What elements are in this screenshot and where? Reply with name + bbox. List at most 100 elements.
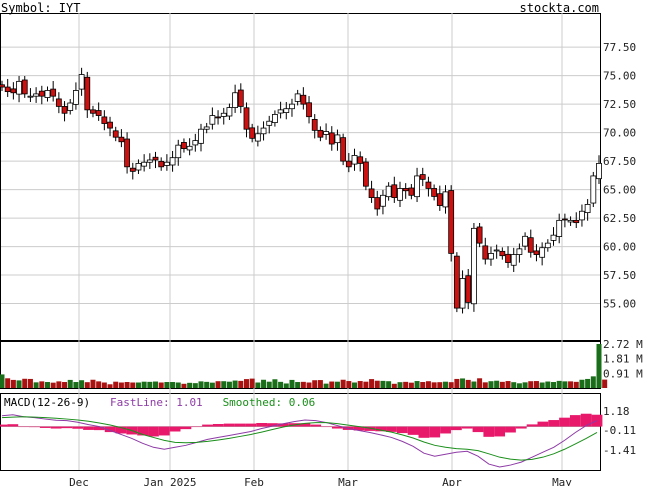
candle-body — [419, 174, 426, 180]
candle-body — [220, 112, 227, 117]
candle-body — [402, 188, 409, 192]
volume-bar — [306, 382, 312, 388]
volume-bar — [551, 382, 557, 388]
volume-bar — [545, 381, 551, 388]
candle-body — [158, 160, 165, 168]
macd-histogram-bar — [353, 426, 365, 431]
candle-body — [442, 191, 449, 208]
volume-bar — [175, 382, 181, 388]
candle-body — [169, 157, 176, 166]
candle-body — [391, 184, 398, 198]
volume-bar — [192, 383, 198, 388]
volume-bar — [84, 382, 90, 388]
volume-bar — [556, 380, 562, 388]
volume-bar — [363, 381, 369, 388]
macd-histogram-bar — [569, 415, 581, 427]
candle-body — [522, 235, 528, 247]
macd-tick-label: -1.41 — [603, 444, 637, 457]
macd-histogram-bar — [407, 426, 419, 435]
macd-histogram-bar — [310, 424, 322, 427]
volume-bar — [170, 382, 176, 388]
candle-body — [192, 140, 199, 146]
candle-body — [203, 126, 210, 130]
volume-bar — [357, 381, 363, 388]
volume-tick-label: 2.72 M — [603, 338, 643, 351]
candle-body — [482, 245, 489, 260]
candle-body — [584, 204, 591, 214]
candle-body — [561, 218, 568, 221]
volume-bar — [420, 382, 426, 388]
macd-histogram-bar — [364, 426, 376, 431]
candle-body — [215, 116, 221, 119]
macd-histogram-bar — [245, 423, 257, 427]
macd-histogram-bar — [0, 424, 8, 427]
price-tick-label: 67.50 — [603, 155, 636, 168]
candle-body — [573, 219, 580, 224]
candle-body — [129, 167, 136, 172]
price-tick-label: 55.00 — [603, 298, 636, 311]
macd-histogram-bar — [223, 423, 235, 427]
macd-histogram-bar — [396, 426, 408, 434]
candle-body — [476, 226, 483, 244]
candle-body — [118, 136, 125, 143]
volume-bar — [323, 383, 329, 388]
volume-bar — [232, 380, 238, 388]
volume-bar — [352, 382, 358, 388]
volume-bar — [437, 382, 443, 388]
volume-bar — [579, 379, 585, 388]
volume-bar — [596, 344, 602, 388]
candle-body — [294, 93, 301, 102]
candle-body — [107, 121, 113, 129]
candle-body — [397, 188, 403, 201]
volume-bar — [289, 379, 295, 388]
macd-histogram-bar — [494, 426, 506, 437]
candle-body — [362, 161, 369, 187]
candle-body — [459, 278, 466, 309]
candle-body — [590, 175, 597, 204]
candle-body — [596, 162, 602, 180]
macd-histogram-bar — [461, 426, 473, 429]
macd-histogram-bar — [450, 426, 462, 431]
volume-bar — [346, 381, 352, 388]
candle-body — [351, 155, 358, 165]
volume-bar — [215, 381, 221, 388]
macd-histogram-bar — [61, 426, 73, 429]
candle-body — [527, 237, 534, 253]
volume-bar — [261, 379, 267, 388]
macd-histogram-bar — [277, 423, 289, 427]
macd-histogram-bar — [29, 426, 40, 428]
candle-body — [33, 93, 40, 97]
candle-body — [21, 79, 28, 95]
candle-body — [124, 138, 130, 168]
volume-bar — [272, 379, 278, 388]
volume-bar — [198, 381, 204, 388]
volume-bar — [369, 379, 375, 388]
candle-body — [152, 156, 159, 161]
volume-bar — [340, 379, 346, 388]
candle-body — [345, 160, 352, 168]
volume-bar — [16, 380, 22, 388]
candle-body — [357, 156, 364, 164]
macd-histogram-bar — [169, 426, 181, 432]
candle-body — [50, 88, 57, 97]
volume-bar — [33, 382, 39, 388]
volume-bar — [101, 382, 107, 388]
candle-body — [198, 128, 204, 144]
candle-body — [186, 145, 193, 151]
volume-bar — [300, 381, 306, 388]
candle-body — [488, 253, 494, 260]
volume-bar — [181, 383, 187, 388]
candle-body — [146, 159, 153, 163]
candle-body — [385, 185, 392, 198]
volume-bar — [573, 381, 579, 388]
volume-bar — [374, 380, 380, 388]
candle-body — [101, 116, 108, 124]
volume-bar — [209, 382, 215, 388]
volume-bar — [73, 382, 79, 388]
volume-bar — [602, 379, 608, 388]
macd-fast-line — [1, 414, 598, 468]
volume-bar — [465, 379, 471, 388]
volume-bar — [397, 382, 403, 388]
volume-bar — [158, 382, 164, 388]
